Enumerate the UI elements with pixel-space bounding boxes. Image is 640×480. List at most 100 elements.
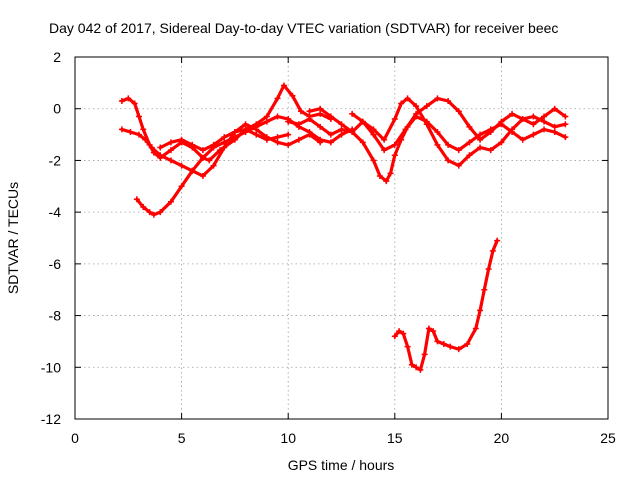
data-point	[349, 128, 356, 135]
data-point	[417, 366, 424, 373]
data-point	[445, 141, 452, 148]
data-point	[472, 325, 479, 332]
data-point	[404, 343, 411, 350]
y-tick-label: 2	[53, 49, 61, 65]
data-point	[562, 121, 569, 128]
data-point	[381, 147, 388, 154]
data-point	[178, 162, 185, 169]
data-point	[494, 237, 501, 244]
data-point	[178, 183, 185, 190]
data-point	[167, 198, 174, 205]
data-point	[295, 121, 302, 128]
data-point	[297, 108, 304, 115]
data-point	[370, 157, 377, 164]
plot-frame	[74, 56, 609, 420]
grid	[75, 57, 608, 419]
data-point	[140, 203, 147, 210]
data-point	[253, 131, 260, 138]
y-tick-label: -8	[49, 308, 62, 324]
data-point	[118, 126, 125, 133]
data-point	[327, 113, 334, 120]
data-point	[477, 131, 484, 138]
data-point	[199, 172, 206, 179]
data-point	[466, 123, 473, 130]
data-point	[551, 105, 558, 112]
data-point	[485, 266, 492, 273]
data-point	[167, 147, 174, 154]
data-point	[466, 152, 473, 159]
data-point	[338, 131, 345, 138]
data-point	[274, 139, 281, 146]
data-point	[387, 170, 394, 177]
data-point	[398, 100, 405, 107]
data-point	[430, 328, 437, 335]
data-point	[376, 172, 383, 179]
data-point	[199, 154, 206, 161]
data-point	[289, 92, 296, 99]
data-point	[306, 116, 313, 123]
data-point	[391, 152, 398, 159]
data-point	[148, 144, 155, 151]
y-tick-label: -4	[49, 204, 62, 220]
data-point	[445, 97, 452, 104]
data-point	[423, 103, 430, 110]
data-point	[423, 121, 430, 128]
y-tick-label: 0	[53, 101, 61, 117]
data-point	[306, 108, 313, 115]
data-point	[434, 338, 441, 345]
data-point	[391, 141, 398, 148]
data-point	[338, 121, 345, 128]
data-point	[381, 136, 388, 143]
data-point	[142, 136, 149, 143]
data-point	[445, 157, 452, 164]
data-point	[157, 152, 164, 159]
x-tick-label: 15	[387, 430, 403, 446]
data-point	[487, 128, 494, 135]
data-point	[519, 136, 526, 143]
data-point	[327, 139, 334, 146]
data-point	[509, 110, 516, 117]
data-point	[133, 196, 140, 203]
data-point	[413, 364, 420, 371]
data-point	[210, 141, 217, 148]
series-line-sat-f	[307, 96, 568, 168]
data-point	[498, 118, 505, 125]
data-point	[274, 134, 281, 141]
data-point	[274, 95, 281, 102]
data-point	[274, 113, 281, 120]
data-point	[150, 211, 157, 218]
y-tick-label: -12	[41, 411, 61, 427]
data-point	[338, 126, 345, 133]
data-point	[317, 136, 324, 143]
data-point	[421, 351, 428, 358]
data-point	[135, 113, 142, 120]
data-point	[210, 162, 217, 169]
data-point	[413, 103, 420, 110]
data-point	[127, 128, 134, 135]
x-axis-label: GPS time / hours	[288, 457, 395, 473]
data-point	[404, 95, 411, 102]
data-point	[306, 128, 313, 135]
data-point	[383, 178, 390, 185]
y-tick-label: -2	[49, 152, 62, 168]
data-point	[167, 139, 174, 146]
data-point	[541, 118, 548, 125]
data-point	[530, 113, 537, 120]
data-point	[231, 134, 238, 141]
data-point	[242, 126, 249, 133]
data-point	[487, 147, 494, 154]
data-point	[189, 167, 196, 174]
series-layer	[118, 82, 569, 373]
data-point	[157, 144, 164, 151]
data-point	[317, 110, 324, 117]
data-point	[285, 141, 292, 148]
data-point	[530, 131, 537, 138]
data-point	[464, 341, 471, 348]
data-point	[359, 139, 366, 146]
data-point	[402, 126, 409, 133]
data-point	[263, 136, 270, 143]
data-point	[455, 147, 462, 154]
x-tick-label: 5	[178, 430, 186, 446]
data-point	[489, 247, 496, 254]
